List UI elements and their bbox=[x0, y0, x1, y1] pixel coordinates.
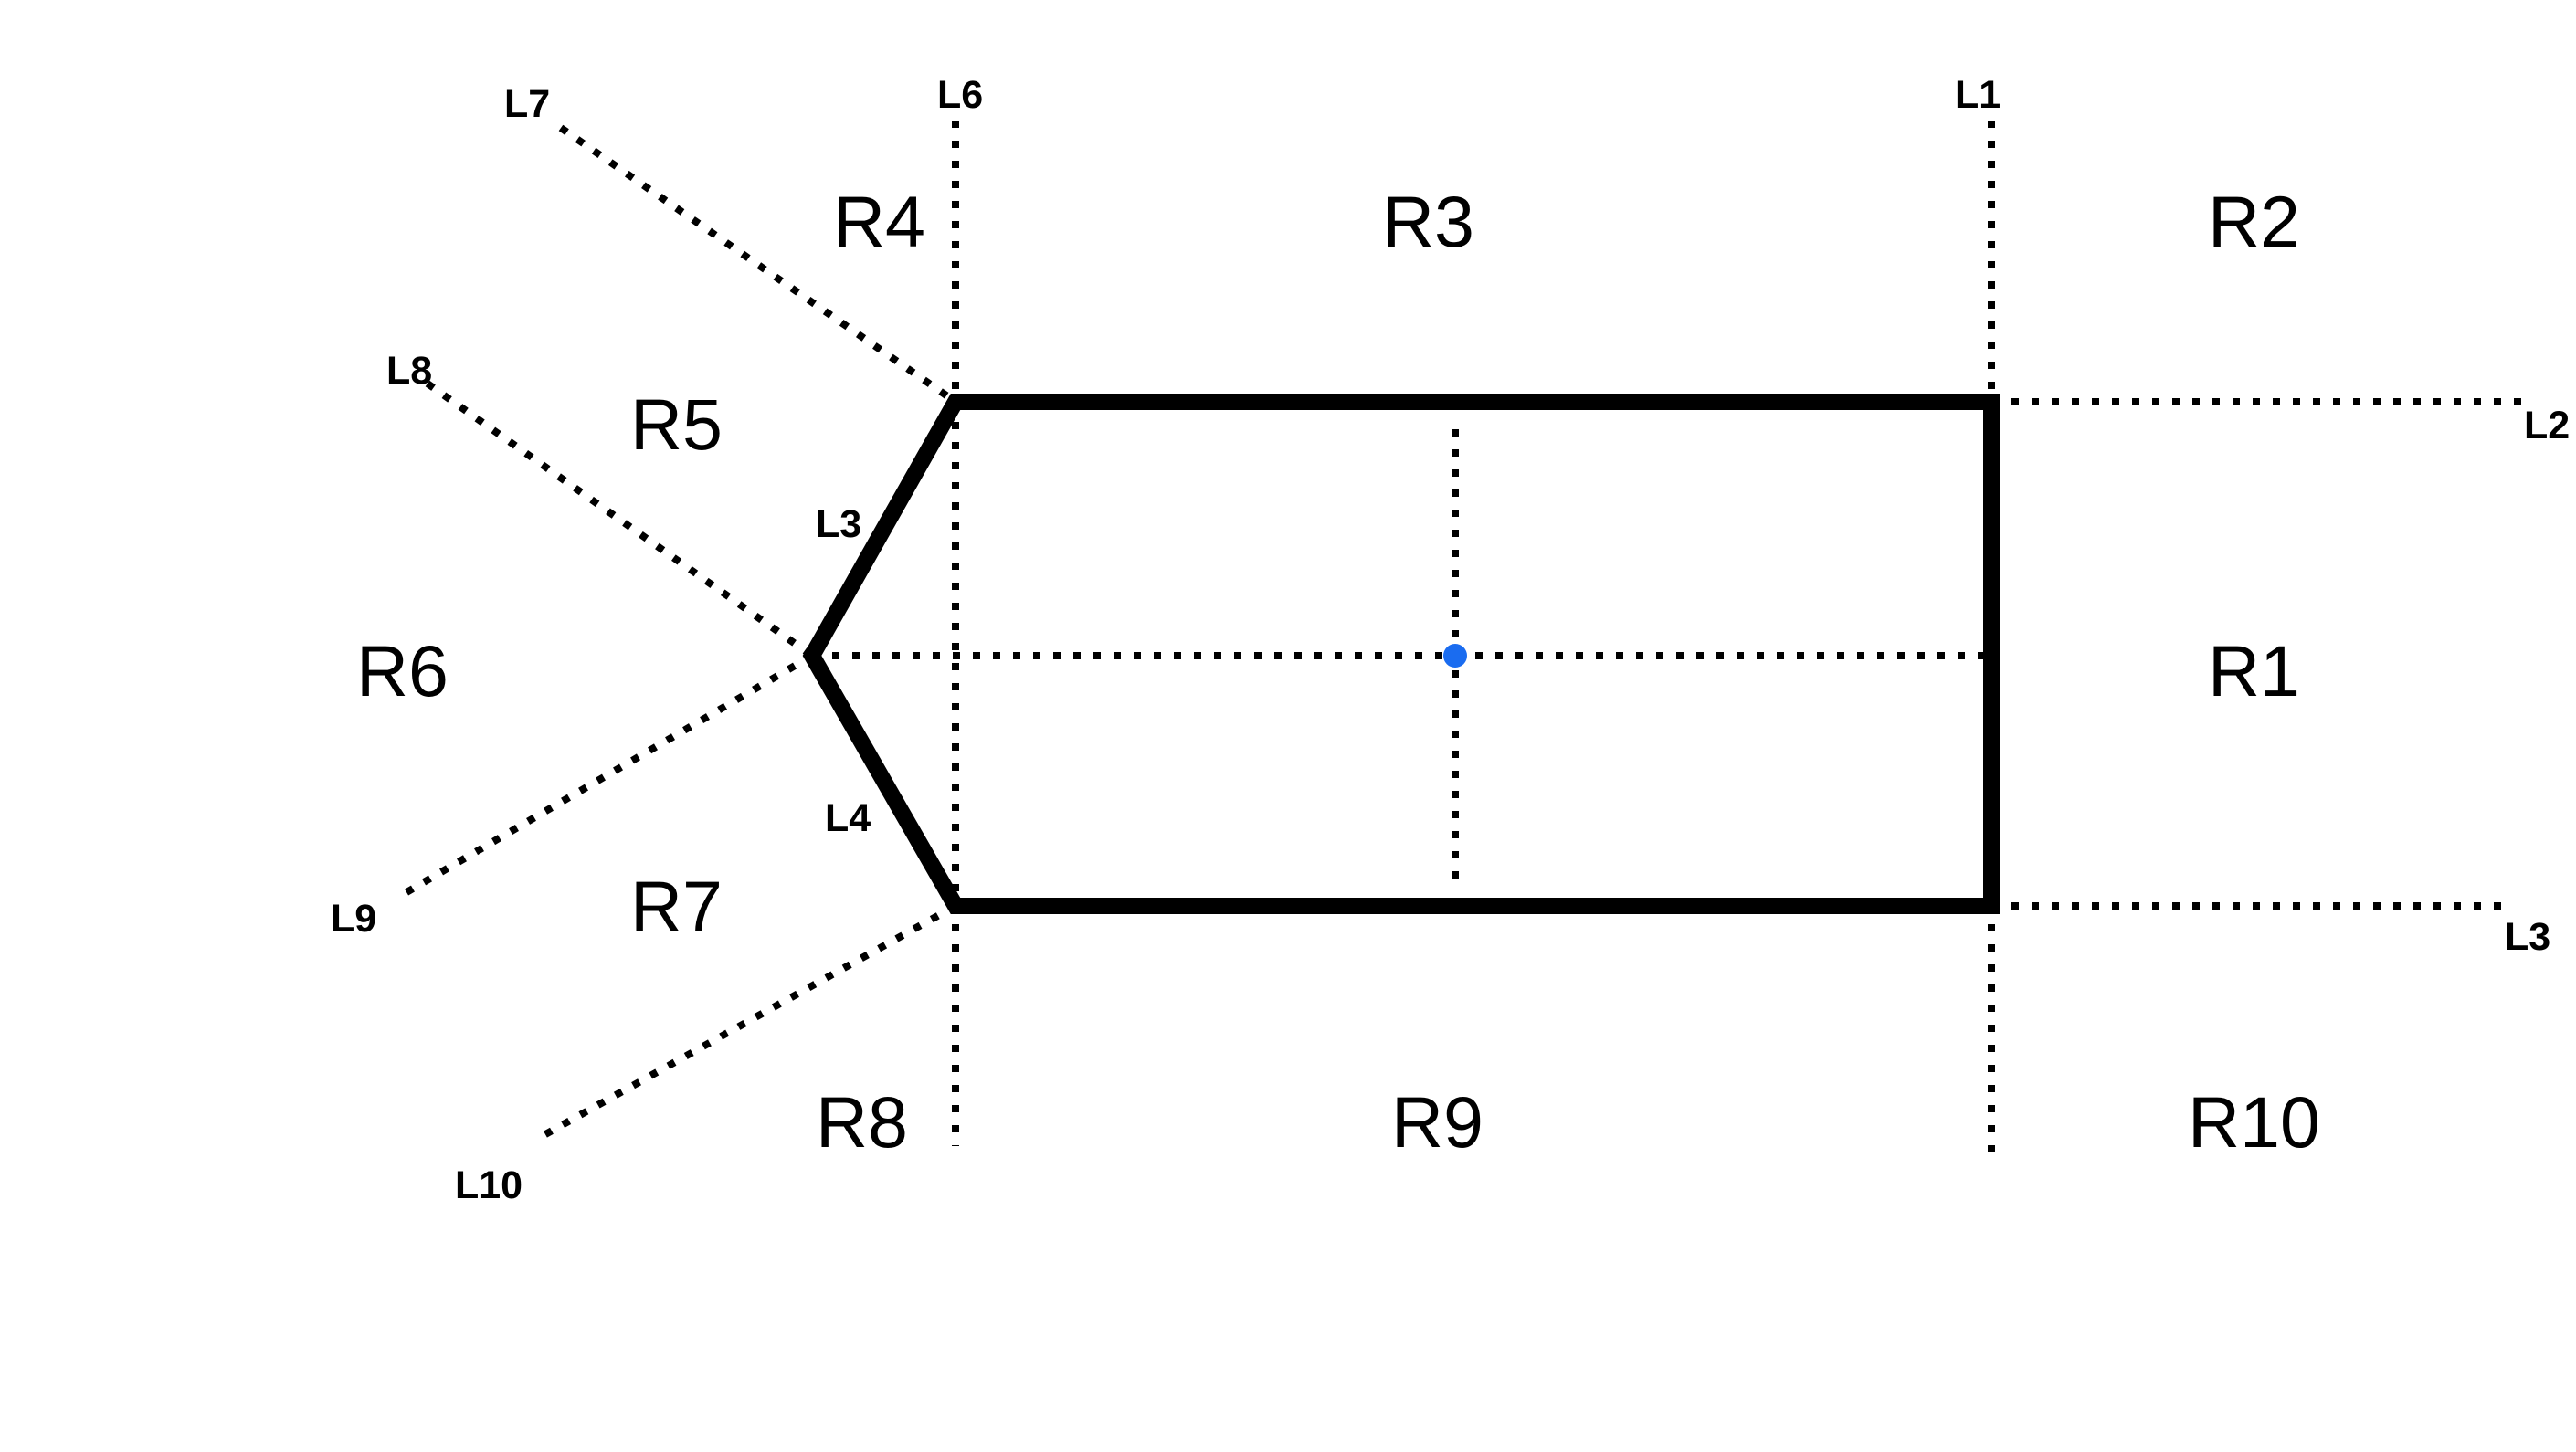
line-label-l9: L9 bbox=[331, 897, 376, 941]
region-label-r10: R10 bbox=[2188, 1081, 2320, 1163]
region-label-r6: R6 bbox=[356, 630, 449, 711]
region-label-r3: R3 bbox=[1382, 181, 1474, 262]
line-labels: L1 L2 L3 L3 L4 L6 L7 L8 L9 L10 bbox=[331, 73, 2570, 1207]
shape-outline bbox=[802, 394, 2000, 914]
line-label-l4: L4 bbox=[825, 796, 871, 840]
line-label-l7: L7 bbox=[504, 82, 550, 126]
line-label-l2: L2 bbox=[2524, 404, 2570, 447]
region-label-r8: R8 bbox=[816, 1081, 908, 1163]
guide-line-l8 bbox=[425, 380, 815, 659]
line-label-l3-right: L3 bbox=[2505, 915, 2550, 959]
line-label-l8: L8 bbox=[386, 349, 432, 393]
region-label-r5: R5 bbox=[630, 384, 723, 465]
region-label-r1: R1 bbox=[2208, 630, 2300, 711]
region-label-r7: R7 bbox=[630, 866, 723, 947]
guide-line-l9 bbox=[399, 652, 815, 899]
line-label-l1: L1 bbox=[1955, 73, 2001, 117]
line-label-l3-edge: L3 bbox=[816, 502, 861, 546]
center-point bbox=[1443, 644, 1467, 668]
region-label-r4: R4 bbox=[833, 181, 925, 262]
line-label-l6: L6 bbox=[937, 73, 983, 117]
region-labels: R1 R2 R3 R4 R5 R6 R7 R8 R9 R10 bbox=[356, 181, 2320, 1163]
line-label-l10: L10 bbox=[455, 1163, 523, 1207]
guide-line-l7 bbox=[558, 124, 958, 405]
region-label-r2: R2 bbox=[2208, 181, 2300, 262]
region-label-r9: R9 bbox=[1391, 1081, 1483, 1163]
